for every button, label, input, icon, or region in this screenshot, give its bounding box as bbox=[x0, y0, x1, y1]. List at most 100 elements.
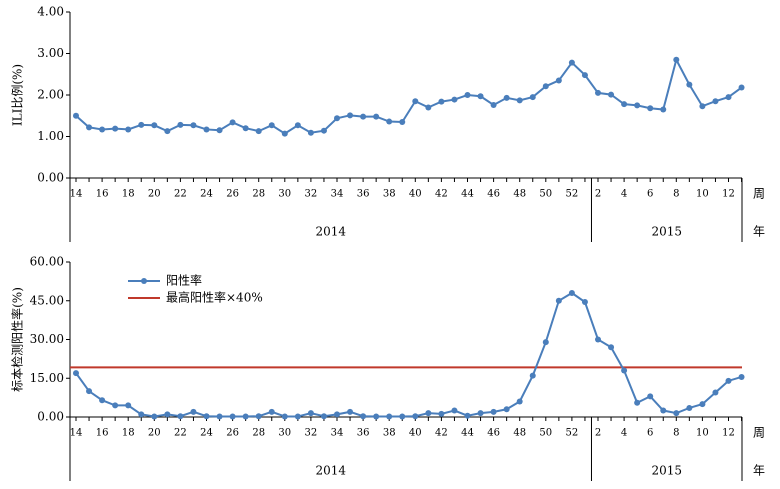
point bbox=[425, 104, 432, 111]
point bbox=[177, 121, 184, 128]
group-label: 2015 bbox=[651, 464, 682, 478]
x-tick-label: 10 bbox=[696, 428, 709, 439]
point bbox=[125, 126, 132, 133]
x-tick-label: 6 bbox=[647, 428, 653, 439]
point bbox=[490, 101, 497, 108]
y-tick-label: 1.00 bbox=[37, 129, 64, 143]
point bbox=[86, 388, 93, 395]
point bbox=[660, 106, 667, 113]
x-tick-label: 6 bbox=[647, 189, 653, 200]
x-tick-label: 8 bbox=[673, 428, 679, 439]
point bbox=[386, 118, 393, 125]
point bbox=[699, 401, 706, 408]
x-tick-label: 24 bbox=[200, 189, 213, 200]
x-tick-label: 30 bbox=[278, 428, 291, 439]
group-unit: 年 bbox=[753, 225, 765, 239]
point bbox=[621, 367, 628, 374]
point bbox=[660, 407, 667, 414]
group-unit: 年 bbox=[753, 464, 765, 478]
point bbox=[399, 118, 406, 125]
point bbox=[542, 83, 549, 90]
x-tick-label: 28 bbox=[252, 428, 265, 439]
x-tick-label: 38 bbox=[383, 428, 396, 439]
point bbox=[647, 105, 654, 112]
point bbox=[673, 56, 680, 63]
x-tick-label: 12 bbox=[722, 428, 735, 439]
point bbox=[190, 122, 197, 129]
group-label: 2014 bbox=[315, 225, 346, 239]
point bbox=[73, 112, 79, 119]
point bbox=[373, 413, 380, 420]
point bbox=[595, 336, 601, 343]
point bbox=[608, 344, 615, 351]
point bbox=[555, 297, 562, 304]
point bbox=[112, 402, 119, 409]
x-tick-label: 44 bbox=[461, 189, 474, 200]
point bbox=[281, 413, 288, 420]
point bbox=[686, 404, 693, 411]
x-tick-label: 20 bbox=[148, 189, 161, 200]
point bbox=[373, 113, 380, 120]
x-tick-label: 16 bbox=[96, 189, 109, 200]
x-tick-label: 26 bbox=[226, 189, 239, 200]
group-label: 2014 bbox=[315, 464, 346, 478]
point bbox=[451, 407, 458, 414]
point bbox=[216, 413, 223, 420]
y-tick-label: 3.00 bbox=[37, 46, 64, 60]
point bbox=[307, 129, 314, 136]
y-tick-label: 2.00 bbox=[37, 88, 64, 102]
point bbox=[725, 377, 732, 384]
point bbox=[294, 413, 301, 420]
point bbox=[608, 91, 615, 98]
point bbox=[334, 411, 340, 418]
legend-label: 阳性率 bbox=[166, 273, 202, 288]
point bbox=[151, 122, 158, 129]
point bbox=[73, 370, 79, 377]
point bbox=[542, 339, 549, 346]
x-tick-label: 48 bbox=[513, 428, 526, 439]
point bbox=[307, 410, 314, 417]
y-axis-label: 标本检测阳性率(%) bbox=[10, 287, 25, 392]
point bbox=[438, 410, 445, 417]
point bbox=[438, 98, 445, 105]
point bbox=[242, 413, 249, 420]
point bbox=[320, 413, 327, 420]
y-tick-label: 45.00 bbox=[30, 293, 64, 307]
point bbox=[294, 122, 301, 129]
point bbox=[529, 94, 536, 101]
x-tick-label: 52 bbox=[566, 428, 579, 439]
point bbox=[477, 410, 484, 417]
point bbox=[477, 93, 484, 100]
point bbox=[464, 412, 471, 419]
x-tick-label: 22 bbox=[174, 428, 187, 439]
legend-label: 最高阳性率×40% bbox=[166, 290, 263, 305]
point bbox=[386, 413, 393, 420]
point bbox=[673, 410, 680, 417]
x-tick-label: 16 bbox=[96, 428, 109, 439]
x-tick-label: 48 bbox=[513, 189, 526, 200]
point bbox=[216, 127, 223, 134]
x-tick-label: 10 bbox=[696, 189, 709, 200]
point bbox=[738, 84, 745, 91]
x-tick-label: 34 bbox=[331, 428, 344, 439]
point bbox=[255, 413, 262, 420]
x-tick-label: 50 bbox=[539, 428, 552, 439]
x-tick-label: 2 bbox=[595, 428, 601, 439]
point bbox=[125, 402, 132, 409]
x-unit: 周 bbox=[753, 187, 765, 201]
point bbox=[738, 373, 745, 380]
point bbox=[229, 413, 236, 420]
point bbox=[568, 59, 575, 66]
point bbox=[203, 413, 210, 420]
x-tick-label: 32 bbox=[305, 189, 318, 200]
point bbox=[399, 413, 406, 420]
x-tick-label: 40 bbox=[409, 189, 422, 200]
point bbox=[712, 389, 719, 396]
x-tick-label: 34 bbox=[331, 189, 344, 200]
y-tick-label: 0.00 bbox=[37, 171, 64, 185]
x-tick-label: 30 bbox=[278, 189, 291, 200]
x-unit: 周 bbox=[753, 426, 765, 440]
x-tick-label: 42 bbox=[435, 428, 448, 439]
point bbox=[138, 121, 145, 128]
